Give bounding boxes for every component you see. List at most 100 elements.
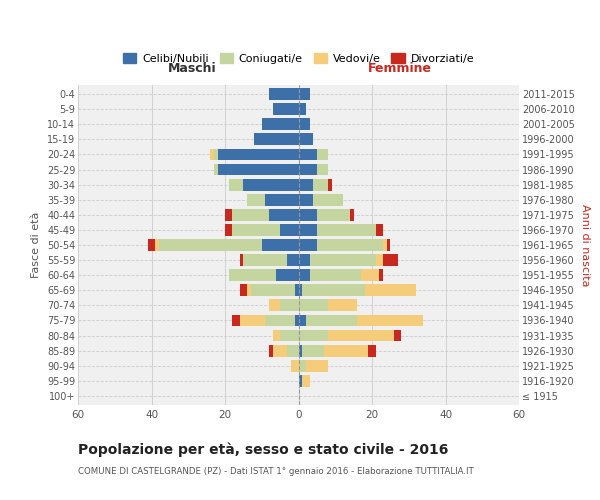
Bar bbox=[273, 345, 287, 356]
Bar bbox=[299, 314, 306, 326]
Bar bbox=[295, 284, 299, 296]
Bar bbox=[229, 270, 277, 281]
Bar bbox=[368, 345, 376, 356]
Bar bbox=[232, 209, 269, 220]
Bar bbox=[306, 360, 328, 372]
Y-axis label: Anni di nascita: Anni di nascita bbox=[580, 204, 590, 286]
Bar bbox=[251, 284, 295, 296]
Bar bbox=[317, 148, 328, 160]
Bar bbox=[299, 164, 317, 175]
Bar bbox=[247, 194, 265, 205]
Bar bbox=[232, 314, 240, 326]
Y-axis label: Fasce di età: Fasce di età bbox=[31, 212, 41, 278]
Bar bbox=[211, 148, 214, 160]
Text: Maschi: Maschi bbox=[169, 62, 217, 76]
Bar bbox=[218, 148, 299, 160]
Bar bbox=[317, 164, 328, 175]
Bar bbox=[306, 314, 358, 326]
Bar bbox=[299, 209, 317, 220]
Bar bbox=[299, 239, 317, 251]
Bar bbox=[361, 270, 379, 281]
Text: COMUNE DI CASTELGRANDE (PZ) - Dati ISTAT 1° gennaio 2016 - Elaborazione TUTTITAL: COMUNE DI CASTELGRANDE (PZ) - Dati ISTAT… bbox=[78, 468, 474, 476]
Bar bbox=[317, 239, 383, 251]
Bar bbox=[269, 88, 299, 100]
Bar bbox=[214, 148, 218, 160]
Bar bbox=[328, 300, 357, 312]
Bar bbox=[277, 270, 299, 281]
Bar bbox=[299, 148, 317, 160]
Bar bbox=[299, 375, 302, 386]
Bar bbox=[287, 254, 299, 266]
Text: Femmine: Femmine bbox=[368, 62, 432, 76]
Bar bbox=[247, 284, 251, 296]
Bar bbox=[269, 345, 273, 356]
Bar bbox=[299, 118, 310, 130]
Bar bbox=[214, 164, 218, 175]
Bar bbox=[265, 194, 299, 205]
Bar bbox=[280, 224, 299, 236]
Bar bbox=[269, 300, 280, 312]
Bar bbox=[244, 178, 299, 190]
Bar bbox=[240, 284, 247, 296]
Bar bbox=[328, 330, 394, 342]
Bar bbox=[262, 239, 299, 251]
Bar bbox=[310, 254, 376, 266]
Bar bbox=[365, 284, 416, 296]
Bar bbox=[328, 178, 332, 190]
Bar bbox=[299, 194, 313, 205]
Bar bbox=[280, 330, 299, 342]
Bar bbox=[299, 345, 302, 356]
Bar bbox=[229, 178, 244, 190]
Bar bbox=[299, 270, 310, 281]
Bar bbox=[299, 134, 313, 145]
Bar bbox=[225, 224, 232, 236]
Bar bbox=[299, 330, 328, 342]
Bar bbox=[302, 284, 365, 296]
Bar bbox=[387, 239, 391, 251]
Bar bbox=[350, 209, 353, 220]
Bar bbox=[280, 300, 299, 312]
Bar bbox=[244, 254, 287, 266]
Bar bbox=[299, 300, 328, 312]
Bar bbox=[299, 284, 302, 296]
Bar bbox=[269, 209, 299, 220]
Bar bbox=[310, 270, 361, 281]
Bar bbox=[299, 178, 313, 190]
Bar bbox=[225, 209, 232, 220]
Bar bbox=[240, 254, 244, 266]
Bar bbox=[317, 209, 350, 220]
Bar bbox=[287, 345, 299, 356]
Bar bbox=[358, 314, 424, 326]
Bar bbox=[299, 360, 306, 372]
Bar bbox=[317, 224, 376, 236]
Bar bbox=[295, 314, 299, 326]
Bar bbox=[159, 239, 262, 251]
Bar bbox=[232, 224, 280, 236]
Bar bbox=[313, 178, 328, 190]
Bar bbox=[299, 224, 317, 236]
Bar bbox=[273, 104, 299, 115]
Bar bbox=[273, 330, 280, 342]
Bar bbox=[254, 134, 299, 145]
Bar bbox=[379, 270, 383, 281]
Bar bbox=[265, 314, 295, 326]
Bar bbox=[291, 360, 299, 372]
Bar bbox=[383, 254, 398, 266]
Bar bbox=[376, 254, 383, 266]
Bar bbox=[383, 239, 387, 251]
Bar bbox=[376, 224, 383, 236]
Bar bbox=[299, 254, 310, 266]
Bar bbox=[299, 88, 310, 100]
Bar bbox=[218, 164, 299, 175]
Text: Popolazione per età, sesso e stato civile - 2016: Popolazione per età, sesso e stato civil… bbox=[78, 442, 448, 457]
Bar bbox=[240, 314, 265, 326]
Bar bbox=[299, 104, 306, 115]
Bar bbox=[302, 375, 310, 386]
Bar bbox=[394, 330, 401, 342]
Bar bbox=[313, 194, 343, 205]
Bar bbox=[148, 239, 155, 251]
Bar bbox=[302, 345, 324, 356]
Bar bbox=[262, 118, 299, 130]
Bar bbox=[324, 345, 368, 356]
Legend: Celibi/Nubili, Coniugati/e, Vedovi/e, Divorziati/e: Celibi/Nubili, Coniugati/e, Vedovi/e, Di… bbox=[119, 49, 478, 68]
